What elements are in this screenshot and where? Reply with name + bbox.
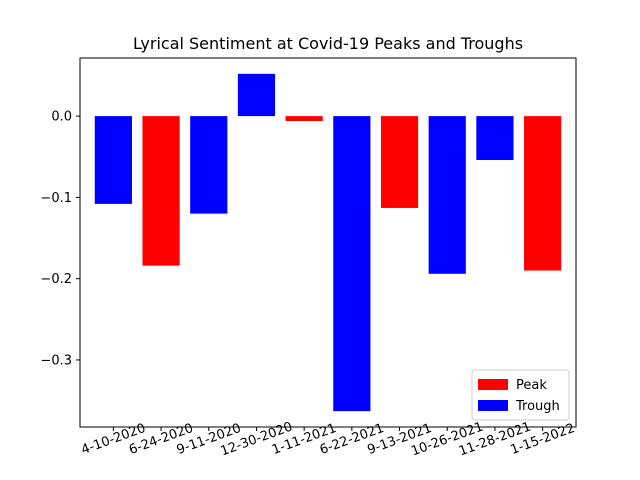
- bars-group: [94, 73, 562, 412]
- plot-frame: [79, 57, 577, 428]
- y-axis: 0.0 −0.1 −0.2 −0.3: [40, 110, 80, 368]
- chart-title: Lyrical Sentiment at Covid-19 Peaks and …: [133, 34, 523, 53]
- legend-label-peak: Peak: [516, 378, 547, 393]
- legend: Peak Trough: [471, 369, 570, 421]
- bar-9-11-2020: [190, 116, 228, 214]
- bar-10-26-2021: [428, 116, 466, 274]
- bar-12-30-2020: [237, 73, 276, 117]
- y-tick-label: −0.2: [40, 272, 72, 287]
- y-tick-label: −0.1: [40, 191, 72, 206]
- bar-6-22-2021: [333, 116, 371, 412]
- legend-label-trough: Trough: [515, 399, 560, 414]
- bar-4-10-2020: [94, 116, 132, 204]
- bar-9-13-2021: [380, 116, 419, 208]
- legend-swatch-trough: [478, 400, 508, 411]
- y-tick-label: 0.0: [51, 110, 72, 125]
- bar-1-11-2021: [285, 116, 323, 121]
- bar-1-15-2022: [524, 116, 562, 271]
- legend-swatch-peak: [478, 379, 508, 390]
- bar-11-28-2021: [476, 116, 514, 160]
- bar-6-24-2020: [142, 116, 180, 266]
- y-tick-label: −0.3: [40, 353, 72, 368]
